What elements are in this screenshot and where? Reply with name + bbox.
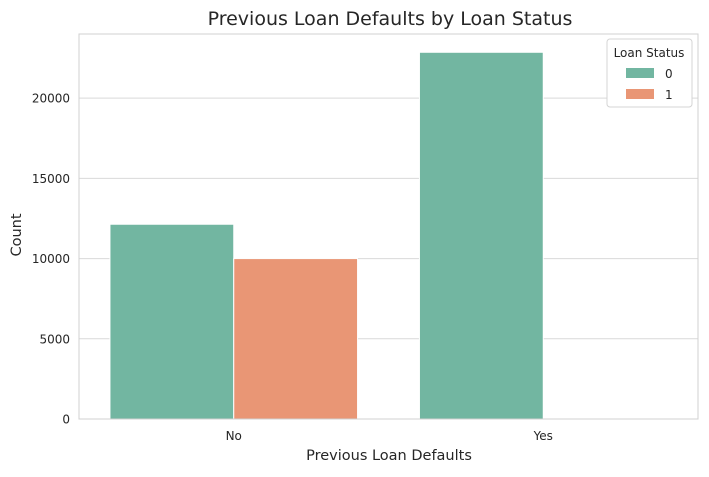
x-tick-label: No xyxy=(226,429,242,443)
bar-layer xyxy=(109,51,544,420)
bar-series-0-yes xyxy=(418,51,544,420)
x-tick-layer: No Yes xyxy=(226,429,553,443)
legend-swatch-0 xyxy=(626,68,654,78)
y-tick-label: 10000 xyxy=(32,252,70,266)
bar-series-1-no xyxy=(233,258,359,420)
bar-series-0-no xyxy=(109,223,235,420)
y-tick-label: 5000 xyxy=(39,332,70,346)
legend-swatch-1 xyxy=(626,89,654,99)
y-axis-label: Count xyxy=(9,213,25,256)
legend-label-0: 0 xyxy=(665,67,673,81)
x-tick-label: Yes xyxy=(533,429,553,443)
plot-frame xyxy=(78,33,699,420)
legend-label-1: 1 xyxy=(665,88,673,102)
legend-title: Loan Status xyxy=(614,46,685,60)
y-tick-label: 0 xyxy=(62,413,70,427)
chart-title: Previous Loan Defaults by Loan Status xyxy=(208,8,573,30)
y-tick-label: 15000 xyxy=(32,172,70,186)
legend: Loan Status 0 1 xyxy=(606,38,693,108)
y-tick-label: 20000 xyxy=(32,92,70,106)
frame-layer xyxy=(78,33,699,420)
y-tick-layer: 0 5000 10000 15000 20000 xyxy=(32,92,70,427)
x-axis-label: Previous Loan Defaults xyxy=(306,448,472,464)
